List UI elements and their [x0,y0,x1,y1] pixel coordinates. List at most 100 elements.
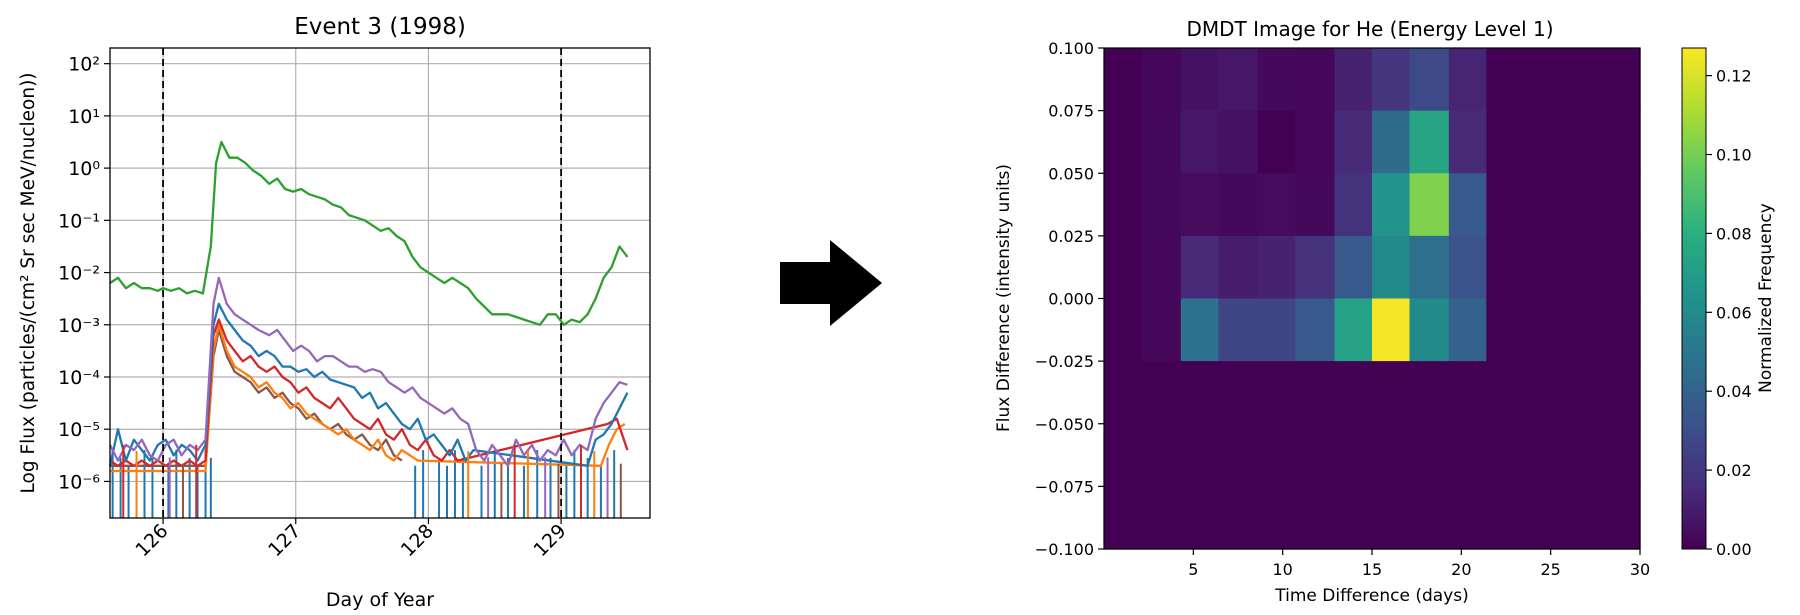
heatmap-cell [1141,423,1182,487]
heatmap-cell [1372,298,1411,362]
x-tick-label: 15 [1362,560,1382,579]
heatmap-cell [1409,361,1450,425]
colorbar-tick-label: 0.06 [1716,303,1752,322]
y-tick-label: 10⁰ [68,158,100,180]
heatmap-cell [1602,48,1641,112]
heatmap-cell [1448,486,1487,550]
heatmap-cell [1525,423,1564,487]
x-axis-ticks: 5 10 15 20 25 30 [1188,549,1650,579]
heatmap-cell [1409,110,1450,174]
series-line [110,328,403,467]
heatmap-cell [1448,235,1487,300]
y-axis-label: Log Flux (particles/(cm² Sr sec MeV/nucl… [18,73,39,494]
heatmap-cell [1180,235,1219,300]
heatmap-cell [1104,361,1143,425]
y-tick-label: 0.025 [1048,227,1094,246]
flux-line-chart: Event 3 (1998) 10⁻⁶10⁻⁵10⁻⁴10⁻³10⁻²10⁻¹1… [18,14,651,611]
heatmap-cell [1486,361,1527,425]
heatmap-cell [1180,110,1219,174]
heatmap-cell [1141,298,1182,362]
heatmap-cell [1602,298,1641,362]
colorbar-label: Normalized Frequency [1756,203,1776,393]
heatmap-cell [1334,235,1373,300]
x-tick-label: 30 [1630,560,1650,579]
heatmap-cell [1295,173,1336,237]
heatmap-cell [1180,361,1219,425]
y-tick-label: 0.000 [1048,290,1094,309]
heatmap-cell [1141,110,1182,174]
y-tick-label: 0.050 [1048,164,1094,183]
x-tick-label: 126 [131,520,172,561]
heatmap-cell [1257,48,1296,112]
heatmap-cell [1486,235,1527,300]
heatmap-cell [1180,48,1219,112]
heatmap-cell [1334,361,1373,425]
y-axis-ticks: 0.100 0.075 0.050 0.025 0.000 −0.025 −0.050 −0.… [1035,39,1104,559]
heatmap-cell [1602,361,1641,425]
heatmap-cell [1334,110,1373,174]
y-tick-label: 0.075 [1048,102,1094,121]
heatmap-cell [1372,235,1411,300]
y-tick-label: −0.050 [1035,415,1094,434]
heatmap-cell [1525,486,1564,550]
y-tick-label: −0.075 [1035,477,1094,496]
heatmap-cell [1218,173,1259,237]
heatmap-cell [1334,486,1373,550]
chart-title: Event 3 (1998) [294,14,466,40]
colorbar-tick-label: 0.04 [1716,382,1752,401]
dmdt-heatmap-chart: DMDT Image for He (Energy Level 1) 0.100… [994,17,1776,606]
heatmap-cell [1602,486,1641,550]
heatmap-cell [1372,110,1411,174]
heatmap-cell [1525,235,1564,300]
x-axis-label: Day of Year [326,589,434,611]
heatmap-cell [1372,173,1411,237]
heatmap-cell [1372,486,1411,550]
heatmap-cell [1218,110,1259,174]
heatmap-cell [1409,235,1450,300]
heatmap-cell [1295,48,1336,112]
heatmap-cell [1104,486,1143,550]
heatmap-cell [1218,423,1259,487]
colorbar-tick-label: 0.02 [1716,461,1752,480]
heatmap-cell [1602,110,1641,174]
heatmap-cell [1486,486,1527,550]
heatmap-cell [1486,173,1527,237]
heatmap-cell [1448,173,1487,237]
heatmap-cell [1486,298,1527,362]
heatmap-cell [1563,173,1604,237]
x-tick-label: 25 [1540,560,1560,579]
y-tick-label: 10⁻⁵ [58,419,100,441]
heatmap-cell [1409,298,1450,362]
heatmap-cell [1218,361,1259,425]
heatmap-cell [1218,298,1259,362]
heatmap-cell [1525,48,1564,112]
heatmap-cell [1448,361,1487,425]
heatmap-cell [1104,173,1143,237]
heatmap-cell [1295,298,1336,362]
y-tick-label: −0.100 [1035,540,1094,559]
heatmap-cell [1104,48,1143,112]
heatmap-cell [1525,173,1564,237]
y-tick-label: −0.025 [1035,352,1094,371]
y-axis-label: Flux Difference (intensity units) [994,164,1014,432]
y-tick-label: 10⁻⁶ [58,471,100,493]
event-lines [162,48,563,518]
heatmap-cell [1257,486,1296,550]
series-line [109,318,629,467]
heatmap-cell [1295,486,1336,550]
y-tick-label: 10¹ [68,106,100,128]
heatmap-cell [1525,361,1564,425]
colorbar-tick-label: 0.08 [1716,224,1752,243]
x-tick-label: 127 [264,520,305,561]
colorbar-tick-label: 0.00 [1716,540,1752,559]
x-axis-label: Time Difference (days) [1274,586,1468,606]
heatmap-cell [1563,235,1604,300]
heatmap-cell [1409,486,1450,550]
heatmap-cell [1602,173,1641,237]
heatmap-cell [1486,110,1527,174]
series-line [109,140,629,326]
x-tick-label: 129 [529,520,570,561]
heatmap-cell [1295,423,1336,487]
heatmap-cell [1334,173,1373,237]
heatmap-cell [1409,423,1450,487]
